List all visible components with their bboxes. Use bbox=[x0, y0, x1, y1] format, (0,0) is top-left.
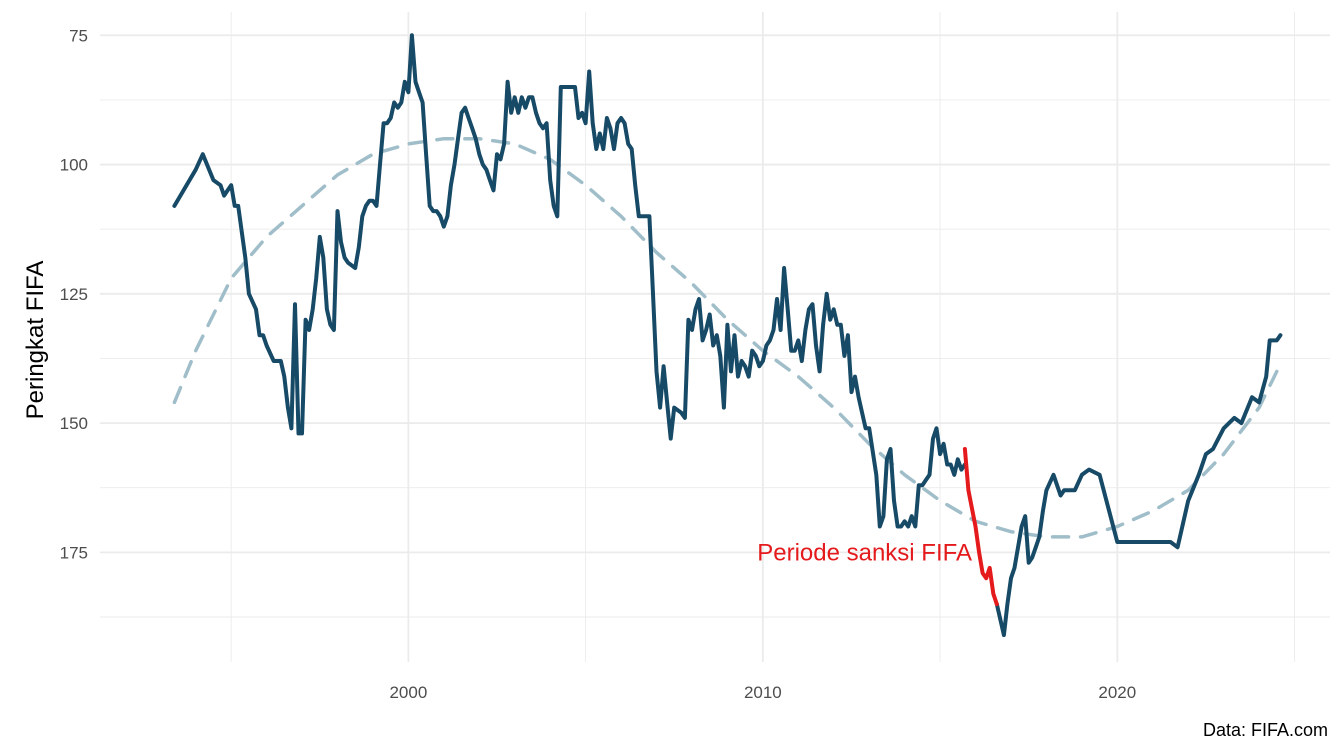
series-layer bbox=[172, 33, 1283, 638]
x-tick-label: 2010 bbox=[744, 683, 782, 702]
main-series-line bbox=[994, 333, 1283, 638]
highlight-series-line bbox=[962, 447, 999, 607]
y-tick-label: 100 bbox=[60, 156, 88, 175]
major-gridlines bbox=[100, 12, 1330, 662]
y-tick-label: 125 bbox=[60, 285, 88, 304]
x-tick-label: 2020 bbox=[1098, 683, 1136, 702]
sanction-annotation: Periode sanksi FIFA bbox=[757, 540, 972, 567]
tick-labels: 75 100 125 150 175 2000 2010 2020 bbox=[60, 26, 1137, 702]
main-series-line bbox=[172, 33, 967, 529]
y-tick-label: 175 bbox=[60, 543, 88, 562]
data-source-caption: Data: FIFA.com bbox=[1203, 720, 1328, 740]
y-tick-label: 75 bbox=[69, 26, 88, 45]
y-tick-label: 150 bbox=[60, 414, 88, 433]
y-axis-title: Peringkat FIFA bbox=[22, 261, 49, 420]
x-tick-label: 2000 bbox=[389, 683, 427, 702]
